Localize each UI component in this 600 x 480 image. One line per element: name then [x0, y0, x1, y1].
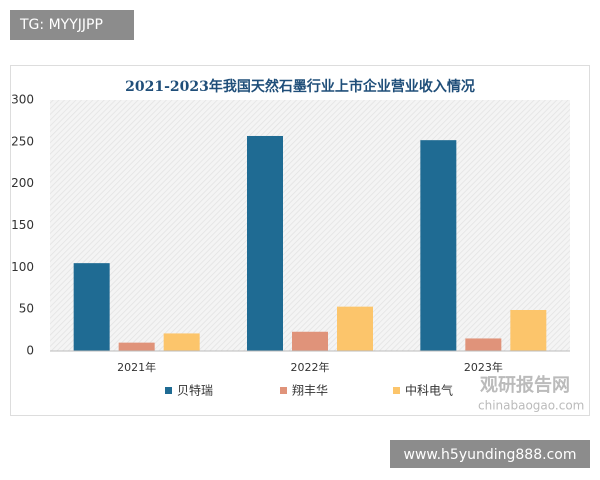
legend-swatch: [280, 387, 287, 394]
badge-text: TG: MYYJJPP: [19, 17, 103, 33]
watermark-site: chinabaogao.com: [478, 399, 584, 413]
chart-title: 2021-2023年我国天然石墨行业上市企业营业收入情况: [125, 78, 475, 95]
y-tick-label: 100: [11, 260, 34, 274]
legend-label: 中科电气: [405, 383, 453, 398]
bar: [420, 140, 457, 351]
y-tick-label: 50: [19, 302, 34, 316]
bar: [118, 342, 155, 351]
bar: [163, 333, 200, 351]
x-tick-label: 2022年: [291, 360, 330, 374]
bar: [465, 338, 502, 351]
y-tick-label: 250: [11, 134, 34, 148]
bar: [73, 263, 110, 351]
plot-background: [50, 100, 570, 351]
badge-bg: [390, 440, 590, 468]
y-tick-label: 0: [26, 344, 34, 358]
y-tick-label: 150: [11, 218, 34, 232]
legend-swatch: [393, 387, 400, 394]
bar: [510, 310, 547, 351]
legend-label: 翔丰华: [292, 384, 328, 398]
legend-label: 贝特瑞: [177, 383, 213, 398]
x-tick-label: 2021年: [117, 360, 156, 374]
legend-swatch: [165, 387, 172, 394]
badge-bg: [10, 10, 134, 40]
bar: [247, 135, 283, 351]
bar: [337, 306, 373, 351]
y-tick-label: 200: [11, 176, 34, 190]
y-tick-label: 300: [11, 93, 34, 107]
watermark-name: 观研报告网: [480, 374, 570, 396]
badge-text: www.h5yunding888.com: [404, 447, 577, 463]
x-tick-label: 2023年: [464, 360, 503, 374]
bar: [292, 331, 328, 351]
